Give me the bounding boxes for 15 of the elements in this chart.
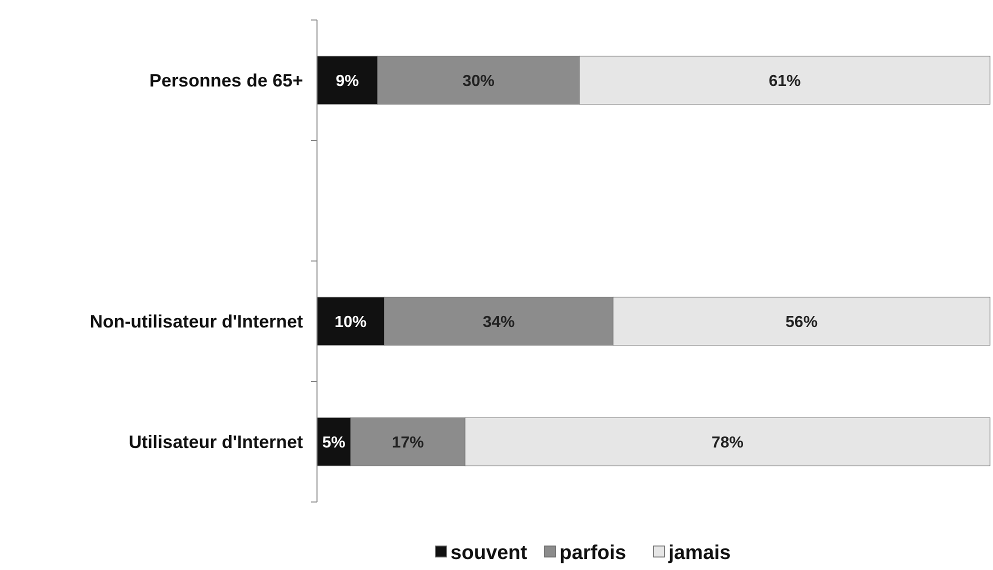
data-label: 61%	[768, 72, 801, 90]
data-label: 9%	[336, 72, 359, 90]
data-label: 17%	[392, 434, 424, 452]
data-label: 10%	[334, 314, 367, 331]
data-label: 78%	[712, 434, 744, 452]
legend-label: jamais	[668, 542, 731, 564]
data-label: 34%	[482, 314, 515, 331]
y-tick-label: Utilisateur d'Internet	[128, 432, 303, 452]
data-label: 56%	[786, 314, 818, 331]
y-tick-label: Personnes de 65+	[149, 70, 303, 91]
legend-label: souvent	[450, 542, 528, 564]
y-tick-label: Non-utilisateur d'Internet	[90, 312, 303, 332]
legend-label: parfois	[560, 542, 626, 564]
data-label: 30%	[462, 72, 495, 90]
data-label: 5%	[322, 434, 346, 452]
